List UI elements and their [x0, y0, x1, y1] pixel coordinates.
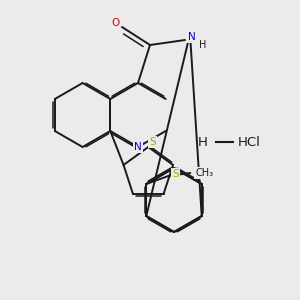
Text: CH₃: CH₃	[195, 168, 213, 178]
Text: HCl: HCl	[238, 136, 261, 148]
Text: N: N	[188, 32, 196, 42]
Text: S: S	[172, 169, 178, 179]
Text: H: H	[198, 136, 208, 148]
Text: H: H	[199, 40, 207, 50]
Text: S: S	[149, 137, 156, 147]
Text: N: N	[134, 142, 142, 152]
Text: O: O	[111, 18, 119, 28]
